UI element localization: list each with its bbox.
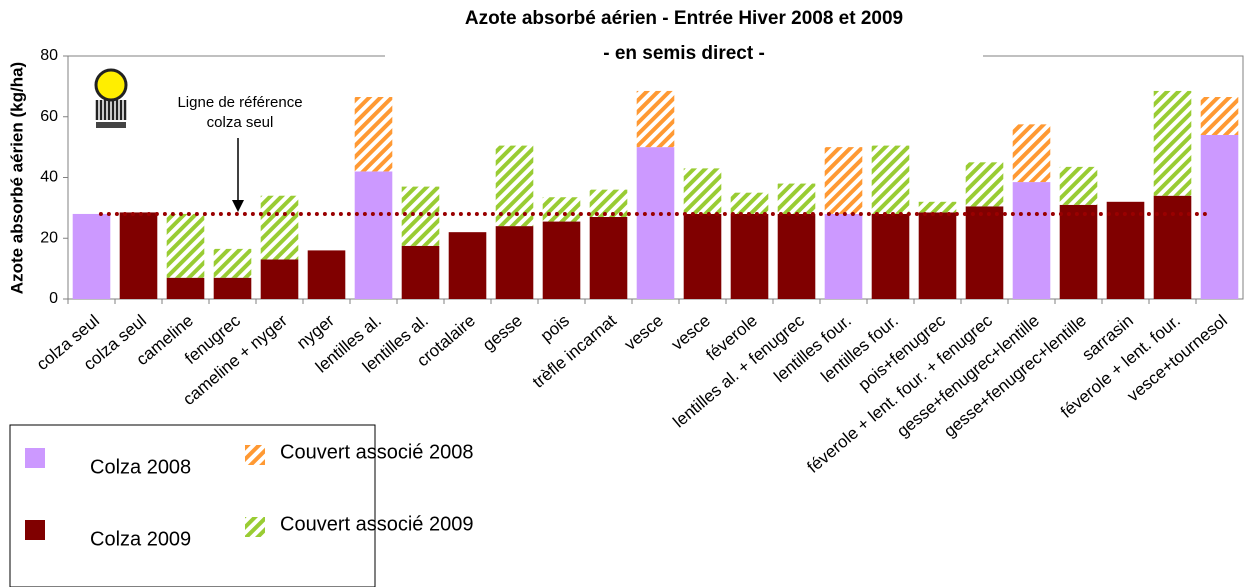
chart-title: Azote absorbé aérien - Entrée Hiver 2008… [465, 8, 903, 29]
bar-segment [1012, 124, 1051, 183]
bar-segment [354, 171, 393, 299]
bar-segment [1106, 201, 1145, 299]
bar-segment [72, 213, 111, 299]
bar-segment [1153, 90, 1192, 196]
legend-label: Couvert associé 2008 [280, 441, 473, 463]
bar-segment [166, 277, 205, 299]
logo [94, 68, 128, 128]
bar-segment [777, 213, 816, 299]
legend-swatch [245, 445, 265, 465]
bar-segment [1200, 97, 1239, 135]
bar-segment [1059, 204, 1098, 299]
legend-label: Couvert associé 2009 [280, 513, 473, 535]
bar-segment [1153, 195, 1192, 299]
legend-swatch [245, 517, 265, 537]
bar-segment [213, 248, 252, 278]
bar-segment [1012, 182, 1051, 299]
bar-segment [495, 226, 534, 299]
legend-label: Colza 2009 [90, 528, 191, 550]
bar-segment [824, 147, 863, 214]
bar-segment [260, 195, 299, 260]
bar-segment [166, 213, 205, 278]
bar-segment [213, 277, 252, 299]
y-tick-label: 20 [40, 229, 58, 246]
y-tick-label: 60 [40, 108, 58, 125]
chart-subtitle: - en semis direct - [603, 43, 765, 64]
legend-swatch [25, 448, 45, 468]
legend-swatch [25, 520, 45, 540]
reference-label: Ligne de référence [177, 94, 302, 111]
bar-segment [589, 216, 628, 299]
bar-segment [119, 212, 158, 299]
bar-segment [965, 162, 1004, 207]
reference-label: colza seul [207, 114, 274, 131]
bar-segment [1059, 166, 1098, 205]
y-tick-label: 0 [49, 290, 58, 307]
bar-segment [542, 221, 581, 299]
bar-segment [307, 250, 346, 299]
x-tick-label: pois [537, 311, 573, 346]
bar-segment [401, 245, 440, 299]
bar-segment [683, 213, 722, 299]
reference-arrowhead [232, 200, 244, 212]
bar-segment [1200, 134, 1239, 299]
bar-segment [730, 192, 769, 214]
bar-segment [871, 145, 910, 214]
title-background [385, 44, 983, 70]
bar-segment [542, 197, 581, 222]
y-axis-title: Azote absorbé aérien (kg/ha) [7, 62, 26, 294]
bar-segment [965, 206, 1004, 299]
bar-segment [354, 97, 393, 172]
bar-segment [777, 183, 816, 214]
legend-box [9, 424, 376, 587]
x-tick-label: trèfle incarnat [529, 311, 620, 392]
bar-segment [260, 259, 299, 299]
x-tick-label: vesce [621, 311, 667, 354]
bar-segment [683, 168, 722, 214]
bar-segment [824, 213, 863, 299]
x-tick-label: gesse [479, 311, 526, 355]
bar-segment [918, 201, 957, 213]
bar-segment [636, 90, 675, 148]
bar-segment [918, 212, 957, 299]
bar-segment [871, 213, 910, 299]
bar-segment [636, 147, 675, 299]
bar-segment [730, 213, 769, 299]
bar-segment [448, 232, 487, 299]
y-tick-label: 40 [40, 169, 58, 186]
y-tick-label: 80 [40, 47, 58, 64]
bar-segment [401, 186, 440, 246]
legend-label: Colza 2008 [90, 456, 191, 478]
